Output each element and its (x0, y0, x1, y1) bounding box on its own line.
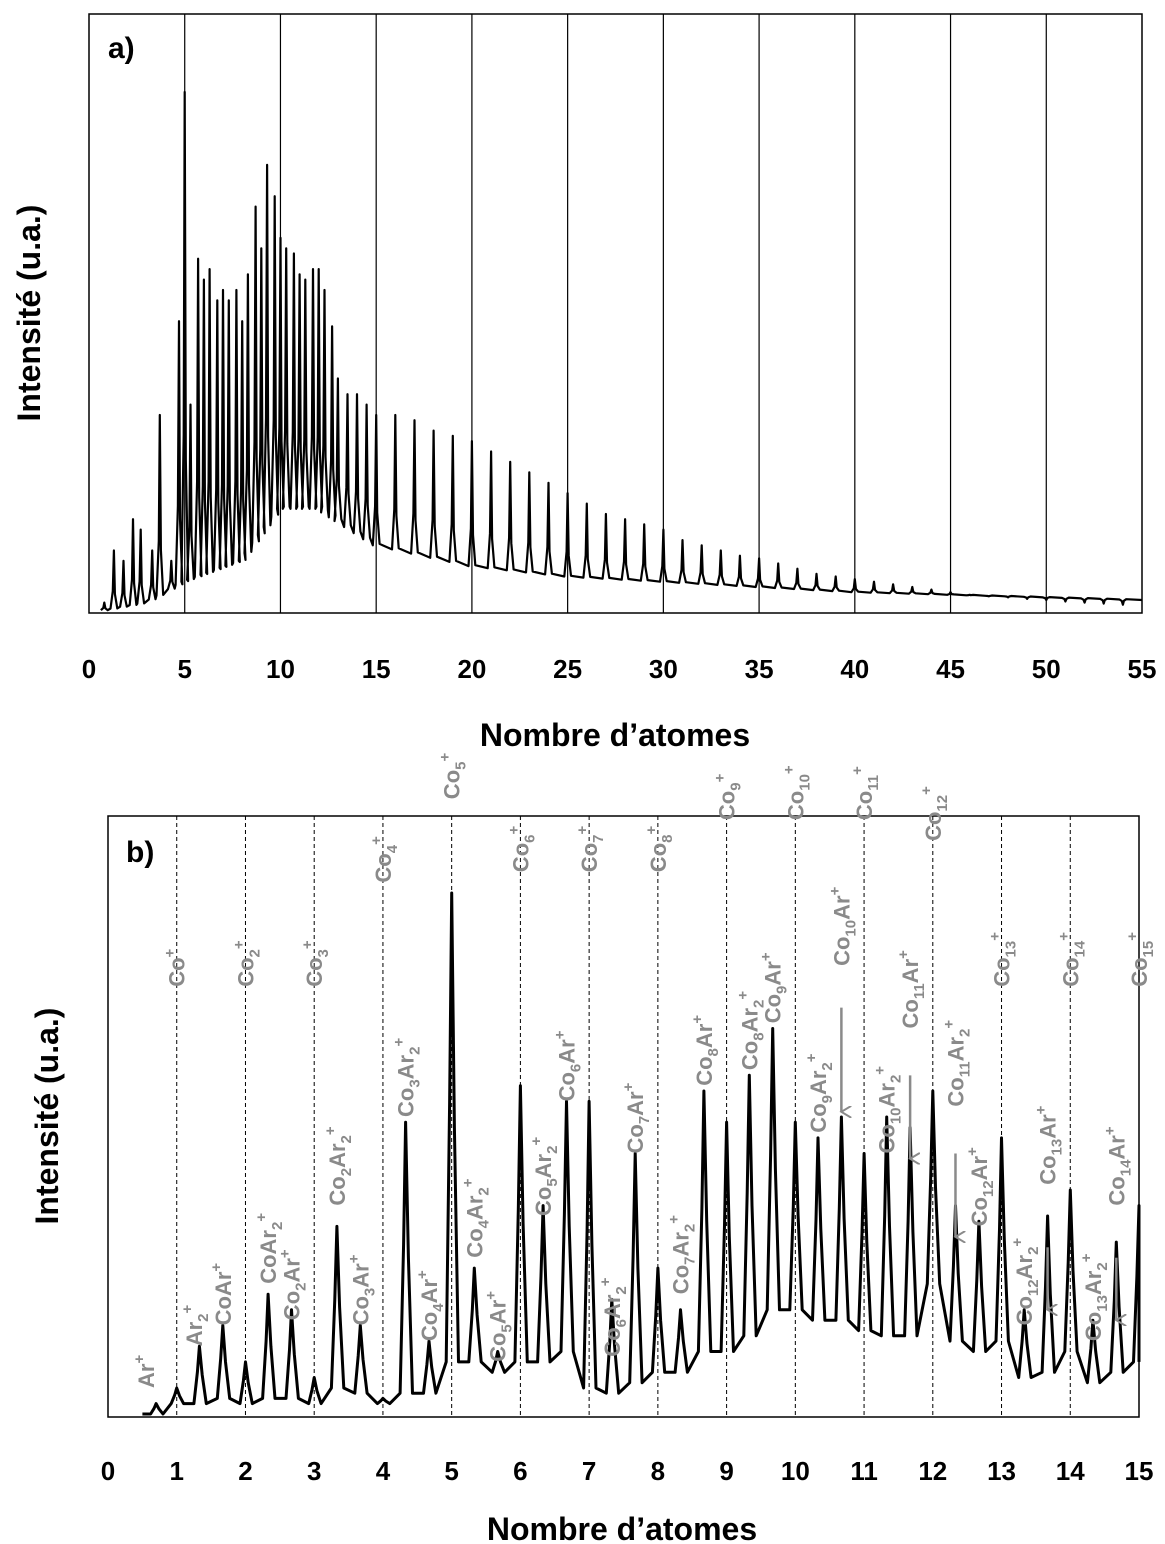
x-tick-label-b: 8 (651, 1456, 665, 1486)
plot-frame-a (88, 13, 1143, 614)
peak-label: Co13Ar+ (1033, 1105, 1066, 1184)
x-tick-label-b: 9 (719, 1456, 733, 1486)
peak-label: Co7Ar+ (620, 1082, 653, 1153)
peak-label: CoAr2+ (253, 1213, 286, 1284)
x-tick-label-a: 55 (1128, 654, 1157, 684)
peak-label: Co3Ar+ (345, 1254, 378, 1325)
peak-label: Co6Ar2+ (597, 1277, 630, 1356)
y-axis-label-b: Intensité (u.a.) (29, 1008, 65, 1225)
arrows-b (841, 1007, 1116, 1321)
peak-annotations-b: Ar+ Co+ Ar2+ CoAr+ Co2+ CoAr2+Co2Ar+ Co3+ Co2Ar… (131, 753, 1157, 1388)
x-tick-label-b: 14 (1056, 1456, 1085, 1486)
x-axis-label-b: Nombre d’atomes (487, 1511, 757, 1544)
panel-label-b: b) (126, 836, 154, 869)
peak-label: Co8Ar+ (689, 1015, 722, 1086)
peak-label: Co3+ (299, 940, 332, 987)
peak-label: Co12Ar+ (964, 1147, 997, 1226)
x-tick-label-a: 30 (649, 654, 678, 684)
x-tick-label-b: 3 (307, 1456, 321, 1486)
x-ticks-a: 0 5 10 15 20 25 30 35 40 45 50 55 (82, 654, 1157, 684)
peak-label: Co10Ar2+ (872, 1066, 905, 1154)
panel-b: Ar+ Co+ Ar2+ CoAr+ Co2+ CoAr2+Co2Ar+ Co3+ Co2Ar… (29, 753, 1157, 1544)
peak-label: Co2+ (231, 940, 264, 987)
peak-label: Co2Ar2+ (322, 1126, 355, 1205)
x-tick-label-a: 0 (82, 654, 96, 684)
peak-label: Co10Ar+ (826, 886, 859, 965)
peak-label: Co4Ar2+ (459, 1178, 492, 1257)
x-tick-label-a: 20 (457, 654, 486, 684)
panel-a: 0 5 10 15 20 25 30 35 40 45 50 55 a) Nombre d’atome… (11, 13, 1157, 753)
spectrum-line-a (100, 90, 1143, 612)
peak-label: Co11+ (849, 766, 882, 820)
peak-label: Co14+ (1055, 932, 1088, 987)
x-ticks-b: 0 1 2 3 4 5 6 7 8 9 10 11 12 13 14 15 (101, 1456, 1154, 1486)
peak-label: Co3Ar2+ (391, 1038, 424, 1117)
x-tick-label-b: 11 (850, 1456, 878, 1486)
peak-label: Co5Ar+ (483, 1291, 516, 1362)
peak-label: Co12+ (918, 786, 951, 841)
x-tick-label-b: 6 (513, 1456, 527, 1486)
peak-label: Co8Ar2+ (734, 991, 767, 1070)
plot-frame-b (107, 815, 1140, 1418)
peak-label: Co12Ar2+ (1009, 1238, 1042, 1326)
peak-label: Co9Ar2+ (803, 1053, 836, 1132)
peak-label: Co11Ar+ (895, 950, 928, 1029)
x-tick-label-b: 5 (444, 1456, 458, 1486)
x-tick-label-a: 45 (936, 654, 965, 684)
peak-label: Co4Ar+ (414, 1270, 447, 1341)
x-tick-label-a: 40 (840, 654, 869, 684)
peak-label: Co9+ (712, 773, 745, 820)
x-tick-label-b: 1 (169, 1456, 183, 1486)
peak-label: Co11Ar2+ (941, 1020, 974, 1107)
peak-label: Ar+ (131, 1355, 159, 1388)
peak-label: Co6Ar+ (552, 1030, 585, 1101)
peak-label: Co15+ (1124, 932, 1157, 987)
x-tick-label-a: 5 (177, 654, 191, 684)
x-tick-label-b: 15 (1125, 1456, 1154, 1486)
peak-label: Co6+ (505, 826, 538, 873)
peak-label: Co14Ar+ (1101, 1126, 1134, 1205)
peak-label: Ar2+ (179, 1305, 212, 1347)
peak-label: Co13+ (987, 932, 1020, 987)
x-tick-label-a: 35 (745, 654, 774, 684)
x-axis-label-a: Nombre d’atomes (480, 717, 750, 753)
spectrum-line-b (142, 891, 1141, 1416)
peak-label: Co+ (162, 948, 190, 986)
x-tick-label-b: 13 (987, 1456, 1016, 1486)
panel-label-a: a) (108, 32, 135, 65)
x-tick-label-a: 10 (266, 654, 295, 684)
peak-label: Co9Ar+ (758, 952, 791, 1023)
x-tick-label-b: 12 (918, 1456, 947, 1486)
x-tick-label-b: 2 (238, 1456, 252, 1486)
x-tick-label-b: 0 (101, 1456, 115, 1486)
x-tick-label-a: 15 (362, 654, 391, 684)
x-tick-label-a: 25 (553, 654, 582, 684)
grid-b (176, 816, 1071, 1417)
y-axis-label-a: Intensité (u.a.) (11, 205, 47, 422)
peak-label: Co8+ (643, 826, 676, 873)
x-tick-label-a: 50 (1032, 654, 1061, 684)
peak-label: Co4+ (368, 836, 401, 883)
peak-label: Co5+ (437, 753, 470, 800)
x-tick-label-b: 4 (376, 1456, 391, 1486)
x-tick-label-b: 7 (582, 1456, 596, 1486)
peak-label: Co7Ar2+ (666, 1215, 699, 1294)
x-tick-label-b: 10 (781, 1456, 810, 1486)
peak-label: CoAr+ (208, 1263, 236, 1326)
peak-label: Co7+ (574, 826, 607, 873)
peak-label: Co2Ar+ (277, 1249, 310, 1320)
peak-label: Co10+ (780, 765, 813, 820)
peak-label: Co13Ar2+ (1078, 1253, 1111, 1341)
peak-label: Co5Ar2+ (528, 1137, 561, 1216)
